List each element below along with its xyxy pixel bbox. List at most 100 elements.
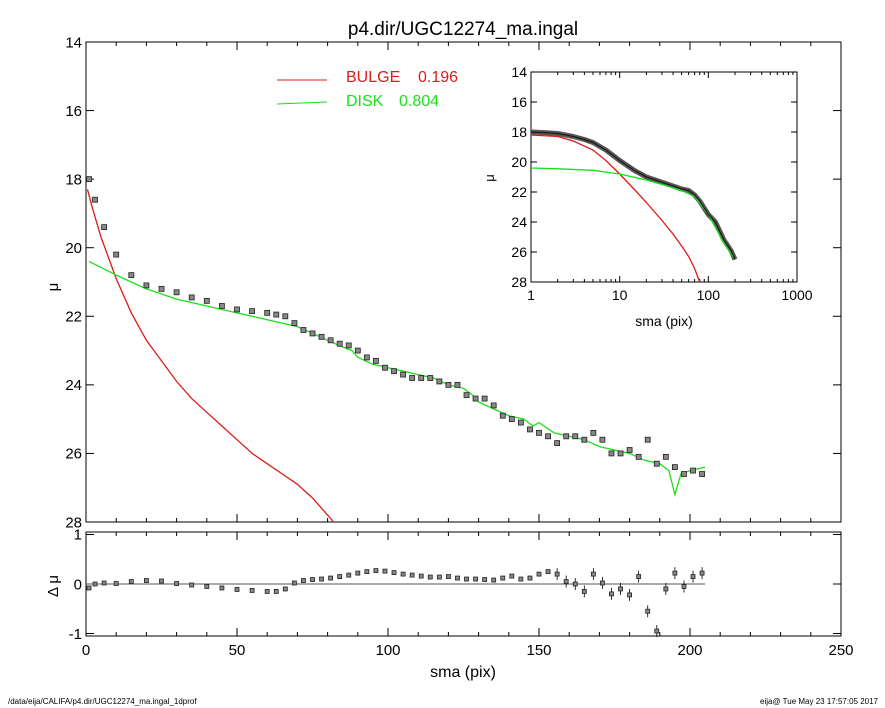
residual-xtick-label: 0 <box>82 642 90 659</box>
main-data-point <box>173 289 180 296</box>
residual-ylabel: Δ μ <box>45 575 62 597</box>
main-data-point <box>681 471 687 477</box>
legend-disk-value: 0.804 <box>399 93 439 110</box>
residual-point <box>159 578 164 584</box>
residual-point <box>101 580 107 586</box>
main-data-point <box>672 464 678 471</box>
legend-bulge-label: BULGE <box>346 69 400 86</box>
inset-data-line <box>530 131 736 260</box>
legend: BULGE 0.196 DISK 0.804 <box>276 69 458 110</box>
residual-point <box>249 588 255 593</box>
main-data-point <box>409 375 416 381</box>
main-data-point <box>554 440 561 447</box>
main-data-point <box>309 330 316 337</box>
main-data-point <box>644 436 651 443</box>
main-data-point <box>354 347 361 354</box>
inset-xtick-label: 1 <box>527 287 535 303</box>
inset-xtick-label: 10 <box>612 287 628 303</box>
main-data-point <box>273 311 280 318</box>
inset-ytick-label: 28 <box>511 274 527 290</box>
residual-xtick-label: 150 <box>526 642 551 659</box>
inset-bulge-line <box>530 134 701 283</box>
residual-point <box>143 578 149 583</box>
main-ytick-label: 26 <box>65 446 82 463</box>
residual-xtick-label: 250 <box>828 642 853 659</box>
main-data-point <box>662 453 669 460</box>
main-data-point <box>527 426 533 433</box>
residual-point <box>204 584 210 589</box>
main-data-point <box>463 392 470 399</box>
main-data-point <box>234 306 240 313</box>
residual-point <box>219 585 225 591</box>
residual-point <box>645 608 651 614</box>
inset-ytick-label: 22 <box>511 184 527 200</box>
residual-point <box>337 574 343 579</box>
residual-ytick-label: -1 <box>69 626 82 643</box>
residual-point <box>482 577 488 582</box>
inset-ytick-label: 16 <box>511 94 527 110</box>
residual-point <box>563 579 569 584</box>
main-data-point <box>363 354 370 361</box>
main-ytick-label: 22 <box>65 309 82 326</box>
residual-point <box>618 586 623 592</box>
residual-point <box>328 575 334 581</box>
main-data-point <box>436 378 443 385</box>
inset-ytick-label: 20 <box>511 154 527 170</box>
main-ytick-label: 16 <box>65 103 82 120</box>
footer-left: /data/eija/CALIFA/p4.dir/UGC12274_ma.ing… <box>8 697 197 706</box>
residual-point <box>581 589 587 594</box>
residual-point <box>545 569 551 575</box>
main-data-point <box>445 381 452 388</box>
residual-point <box>427 574 433 580</box>
inset-plot: 14 16 18 20 22 24 26 281 10 100 1000 <box>511 64 812 303</box>
residual-plot: 10-10 50 100 150 200 250 <box>69 527 854 659</box>
main-data-point <box>249 308 256 315</box>
inset-ytick-label: 26 <box>511 244 527 260</box>
residual-point <box>189 582 195 588</box>
main-data-point <box>427 375 434 381</box>
residual-point <box>590 571 596 577</box>
residual-point <box>491 577 497 583</box>
residual-point <box>572 581 578 587</box>
main-plot: 14 16 18 20 22 24 26 28 <box>65 34 842 531</box>
main-data-point <box>373 357 379 364</box>
residual-xlabel: sma (pix) <box>430 664 496 681</box>
residual-point <box>282 586 288 592</box>
residual-point <box>554 571 560 577</box>
residual-point <box>174 581 180 586</box>
main-data-point <box>203 297 210 304</box>
main-data-point <box>517 419 524 426</box>
inset-xtick-label: 100 <box>697 287 721 303</box>
main-data-point <box>158 285 165 292</box>
inset-plot-frame <box>530 71 798 283</box>
main-data-point <box>508 416 515 423</box>
main-data-point <box>418 375 425 381</box>
residual-point <box>418 573 424 579</box>
residual-ytick-label: 1 <box>74 527 82 544</box>
inset-ytick-label: 14 <box>511 64 527 80</box>
residual-point <box>364 569 370 575</box>
main-data-point <box>264 309 271 316</box>
main-data-point <box>188 294 195 301</box>
main-data-point <box>472 395 479 402</box>
inset-ytick-label: 24 <box>511 214 527 230</box>
residual-xtick-label: 200 <box>677 642 702 659</box>
main-plot-frame <box>85 41 842 523</box>
residual-point <box>113 581 119 586</box>
residual-point <box>455 575 460 581</box>
main-data-point <box>626 447 633 453</box>
residual-point <box>690 574 696 579</box>
main-data-point <box>481 395 488 402</box>
main-ylabel: μ <box>45 283 62 292</box>
residual-point <box>92 581 98 587</box>
main-data-point <box>336 340 343 347</box>
residual-point <box>527 575 533 581</box>
figure-title: p4.dir/UGC12274_ma.ingal <box>348 19 578 40</box>
main-data-point <box>499 412 506 419</box>
residual-xtick-label: 100 <box>375 642 400 659</box>
residual-point <box>663 586 669 592</box>
residual-point <box>436 574 442 580</box>
main-data-point <box>92 196 98 203</box>
residual-point <box>382 568 388 574</box>
